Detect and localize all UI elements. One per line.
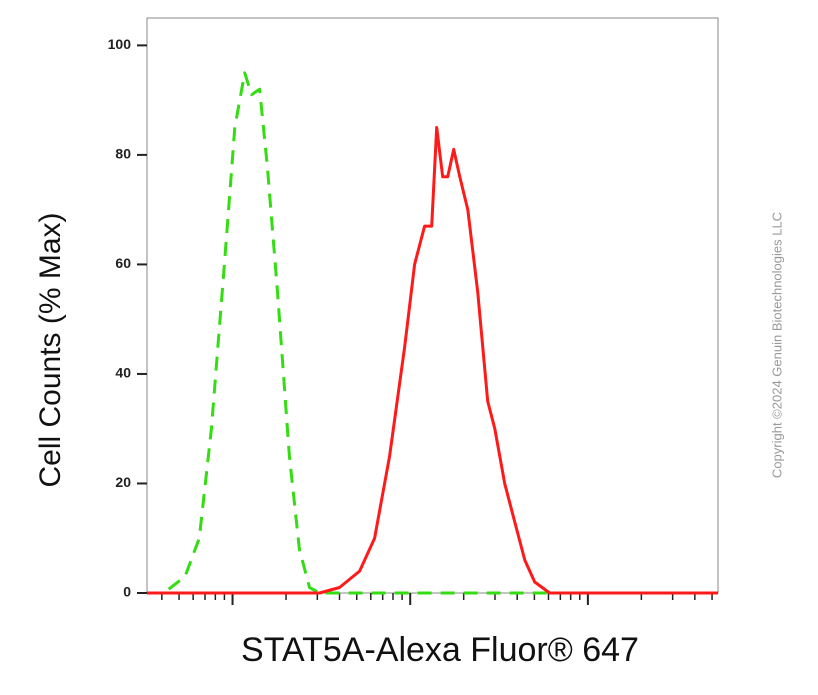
y-tick-label: 40 — [115, 365, 131, 381]
series-line — [147, 126, 718, 595]
x-axis-label: STAT5A-Alexa Fluor® 647 — [241, 631, 639, 669]
y-tick-label: 100 — [108, 36, 132, 52]
watermark: Copyright ©2024 Genuin Biotechnologies L… — [769, 212, 784, 478]
y-tick-label: 60 — [115, 255, 131, 271]
series-line — [147, 71, 718, 595]
y-axis-label: Cell Counts (% Max) — [34, 212, 67, 487]
plot-frame — [146, 17, 719, 594]
y-tick-label: 20 — [115, 474, 131, 490]
y-tick-label: 0 — [123, 584, 131, 600]
y-tick-label: 80 — [115, 146, 131, 162]
